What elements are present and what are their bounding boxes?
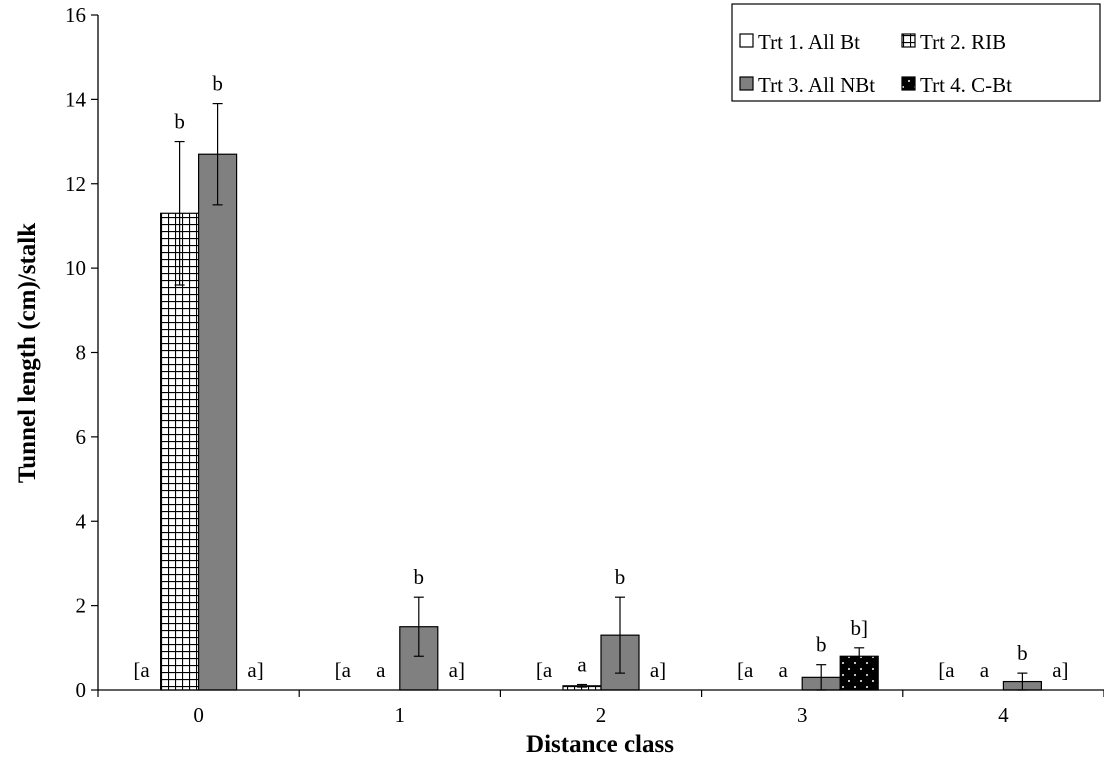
x-tick-label: 4: [998, 703, 1009, 727]
significance-letter: b: [174, 110, 185, 134]
y-tick-label: 6: [76, 425, 87, 449]
x-tick-label: 1: [395, 703, 406, 727]
legend-swatch: [901, 76, 916, 91]
legend-label: Trt 1. All Bt: [758, 30, 860, 54]
bar: [198, 153, 238, 691]
legend-label: Trt 4. C-Bt: [920, 73, 1012, 97]
x-axis-ticks: 0 1 2 3 4: [97, 690, 1104, 727]
x-tick-label: 2: [596, 703, 607, 727]
y-tick-label: 12: [65, 172, 86, 196]
significance-letter: b: [414, 565, 425, 589]
significance-letter: a: [779, 658, 789, 682]
significance-letter: [a: [938, 658, 955, 682]
significance-letter: b]: [850, 616, 868, 640]
significance-letter: b: [212, 72, 223, 96]
legend-label: Trt 3. All NBt: [758, 73, 875, 97]
legend-label: Trt 2. RIB: [920, 30, 1006, 54]
significance-letter: [a: [133, 658, 150, 682]
legend-swatch: [739, 76, 754, 91]
legend: Trt 1. All Bt Trt 2. RIB Trt 3. All NBt Trt…: [731, 3, 1101, 102]
legend-swatch: [739, 33, 754, 48]
significance-letter: [a: [737, 658, 754, 682]
y-axis-title: Tunnel length (cm)/stalk: [14, 223, 41, 483]
y-axis-ticks: 0 2 4 6 8 10 12 14 16: [65, 3, 98, 702]
significance-letter: [a: [536, 658, 553, 682]
significance-letter: a: [577, 653, 587, 677]
significance-letter: a: [980, 658, 990, 682]
y-tick-label: 10: [65, 256, 86, 280]
significance-letter: b: [816, 633, 827, 657]
y-tick-label: 8: [76, 341, 87, 365]
significance-letter: a]: [449, 658, 465, 682]
legend-box: [731, 3, 1101, 102]
significance-letter: a: [376, 658, 386, 682]
y-tick-label: 4: [76, 509, 87, 533]
error-bars: [174, 102, 1028, 691]
significance-letters: [a b b a] [a a b a] [a a b a] [a a b b] [a a b a]: [133, 72, 1068, 682]
y-tick-label: 16: [65, 3, 86, 27]
y-tick-label: 0: [76, 678, 87, 702]
x-tick-label: 0: [193, 703, 204, 727]
legend-swatch: [901, 33, 916, 48]
x-tick-label: 3: [797, 703, 808, 727]
significance-letter: b: [615, 565, 626, 589]
y-tick-label: 14: [65, 87, 87, 111]
significance-letter: a]: [650, 658, 666, 682]
significance-letter: [a: [335, 658, 352, 682]
bars: [160, 153, 1043, 691]
x-axis-title: Distance class: [526, 731, 674, 758]
y-tick-label: 2: [76, 594, 87, 618]
significance-letter: a]: [247, 658, 263, 682]
significance-letter: a]: [1052, 658, 1068, 682]
significance-letter: b: [1017, 641, 1028, 665]
